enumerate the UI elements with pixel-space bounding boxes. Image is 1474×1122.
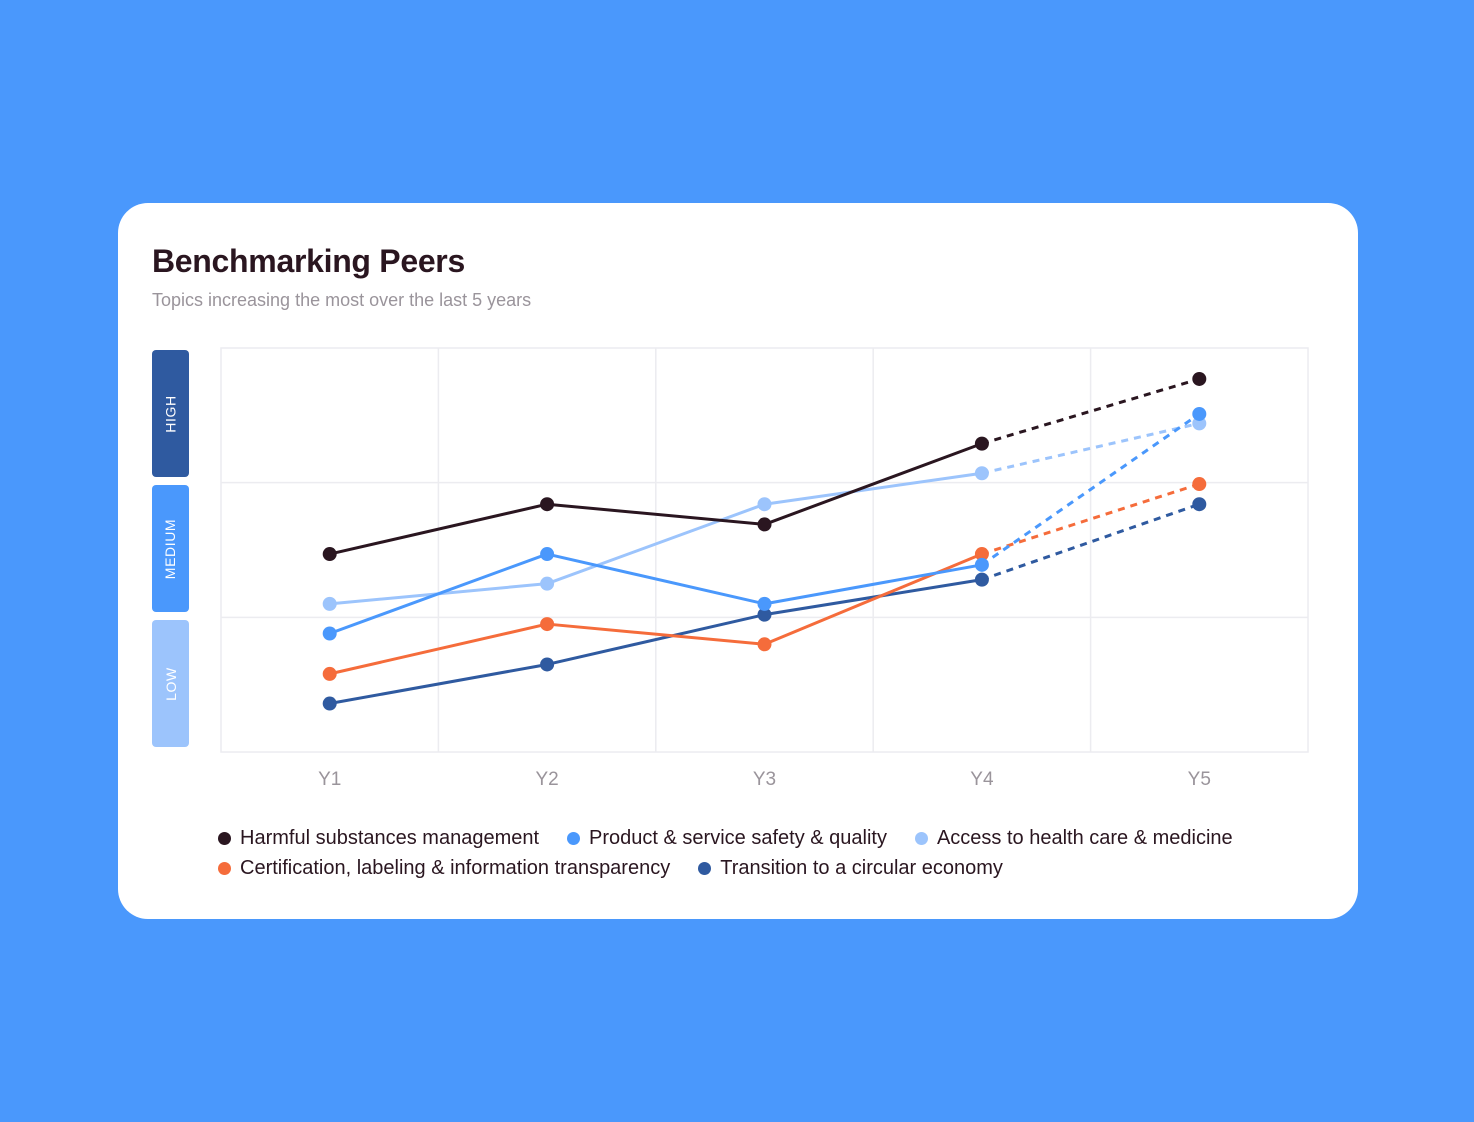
legend-item: Harmful substances management [218, 827, 539, 850]
series-point-0-1 [540, 497, 555, 512]
series-point-2-2 [757, 497, 772, 512]
chart-title: Benchmarking Peers [152, 243, 465, 279]
series-point-3-3 [974, 547, 989, 562]
chart-subtitle: Topics increasing the most over the last… [152, 290, 532, 310]
series-point-4-2 [757, 607, 772, 622]
series-point-1-4 [1192, 406, 1207, 421]
series-point-1-0 [322, 626, 337, 641]
series-point-0-2 [757, 517, 772, 532]
band-medium: MEDIUM [152, 485, 189, 612]
series-point-3-0 [322, 666, 337, 681]
line-chart: Y1 Y2 Y3 Y4 Y5 [220, 347, 1309, 790]
series-point-1-2 [757, 596, 772, 611]
legend-dot [218, 861, 231, 875]
series-point-3-2 [757, 637, 772, 652]
legend-item: Certification, labeling & information tr… [218, 857, 670, 880]
chart-legend: Harmful substances management Product & s… [218, 823, 1338, 883]
series-point-0-4 [1192, 371, 1207, 386]
x-tick-label-y2: Y2 [535, 769, 558, 790]
legend-label: Access to health care & medicine [936, 826, 1233, 849]
x-tick-label-y5: Y5 [1188, 769, 1211, 790]
series-projection-1 [981, 412, 1201, 567]
legend-dot [698, 861, 712, 875]
legend-dot [567, 831, 581, 845]
series-point-4-0 [322, 696, 337, 711]
series-point-1-3 [974, 557, 989, 572]
series-line-4 [328, 578, 984, 706]
series-point-1-1 [540, 547, 555, 562]
band-high: HIGH [152, 350, 189, 477]
series-point-3-4 [1192, 477, 1207, 492]
band-low: LOW [152, 620, 189, 747]
x-tick-label-y4: Y4 [970, 769, 994, 790]
series-point-3-1 [540, 617, 555, 632]
series-line-3 [328, 552, 984, 676]
series-point-4-4 [1192, 497, 1207, 512]
series-point-2-0 [322, 596, 337, 611]
series-point-2-3 [974, 466, 989, 481]
legend-item: Product & service safety & quality [567, 827, 887, 850]
legend-item: Access to health care & medicine [914, 826, 1233, 850]
x-tick-label-y3: Y3 [753, 769, 776, 790]
series-line-1 [328, 552, 984, 635]
legend-dot [914, 831, 928, 845]
legend-row: Certification, labeling & information tr… [218, 853, 1338, 883]
legend-item: Transition to a circular economy [698, 857, 1003, 880]
series-projection-2 [981, 421, 1200, 475]
legend-label: Certification, labeling & information tr… [240, 856, 671, 879]
series-point-4-3 [974, 572, 989, 587]
series-point-2-1 [540, 576, 555, 591]
chart-card: Benchmarking Peers Topics increasing the… [118, 203, 1358, 919]
series-point-4-1 [540, 657, 555, 672]
series-point-0-3 [974, 436, 989, 451]
legend-label: Product & service safety & quality [589, 826, 887, 849]
series-line-0 [328, 442, 984, 556]
legend-label: Transition to a circular economy [720, 856, 1003, 879]
series-point-0-0 [322, 547, 337, 562]
plot-frame [220, 347, 1309, 753]
legend-row: Harmful substances management Product & s… [218, 823, 1338, 853]
legend-label: Harmful substances management [240, 826, 540, 849]
x-tick-label-y1: Y1 [318, 769, 341, 790]
legend-dot [218, 831, 231, 845]
